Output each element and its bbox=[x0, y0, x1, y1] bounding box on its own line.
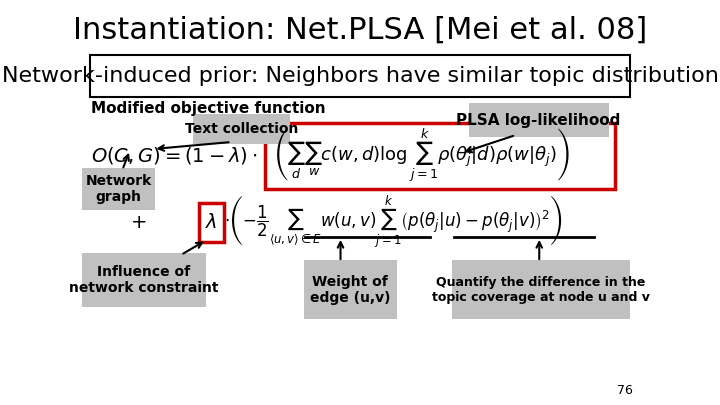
Text: Influence of
network constraint: Influence of network constraint bbox=[68, 265, 218, 295]
FancyBboxPatch shape bbox=[469, 103, 608, 137]
FancyBboxPatch shape bbox=[304, 260, 397, 319]
Text: $\lambda$: $\lambda$ bbox=[205, 213, 217, 232]
Text: $+$: $+$ bbox=[130, 213, 146, 232]
Text: $\left(\sum_d\sum_w c(w,d)\log\sum_{j=1}^{k}\rho(\theta_j|d)\rho(w|\theta_j)\rig: $\left(\sum_d\sum_w c(w,d)\log\sum_{j=1}… bbox=[274, 126, 570, 184]
Text: $O(C,G) = (1-\lambda)\cdot$: $O(C,G) = (1-\lambda)\cdot$ bbox=[91, 145, 257, 166]
Text: $\cdot\left(-\dfrac{1}{2}\sum_{\langle u,v\rangle\in E} w(u,v)\sum_{j=1}^{k}\lef: $\cdot\left(-\dfrac{1}{2}\sum_{\langle u… bbox=[224, 194, 562, 250]
FancyBboxPatch shape bbox=[89, 55, 631, 97]
FancyBboxPatch shape bbox=[265, 123, 615, 189]
Text: Weight of
edge (u,v): Weight of edge (u,v) bbox=[310, 275, 390, 305]
FancyBboxPatch shape bbox=[193, 114, 290, 144]
Text: Network-induced prior: Neighbors have similar topic distribution: Network-induced prior: Neighbors have si… bbox=[1, 66, 719, 86]
FancyBboxPatch shape bbox=[82, 253, 206, 307]
Text: Modified objective function: Modified objective function bbox=[91, 102, 325, 117]
Text: Instantiation: Net.PLSA [Mei et al. 08]: Instantiation: Net.PLSA [Mei et al. 08] bbox=[73, 15, 647, 45]
Text: Text collection: Text collection bbox=[185, 122, 298, 136]
Text: Quantify the difference in the
topic coverage at node u and v: Quantify the difference in the topic cov… bbox=[432, 276, 649, 304]
FancyBboxPatch shape bbox=[452, 260, 631, 319]
Text: Network
graph: Network graph bbox=[85, 174, 151, 204]
FancyBboxPatch shape bbox=[199, 203, 224, 242]
Text: 76: 76 bbox=[617, 384, 633, 397]
FancyBboxPatch shape bbox=[82, 168, 155, 210]
Text: PLSA log-likelihood: PLSA log-likelihood bbox=[456, 113, 621, 128]
